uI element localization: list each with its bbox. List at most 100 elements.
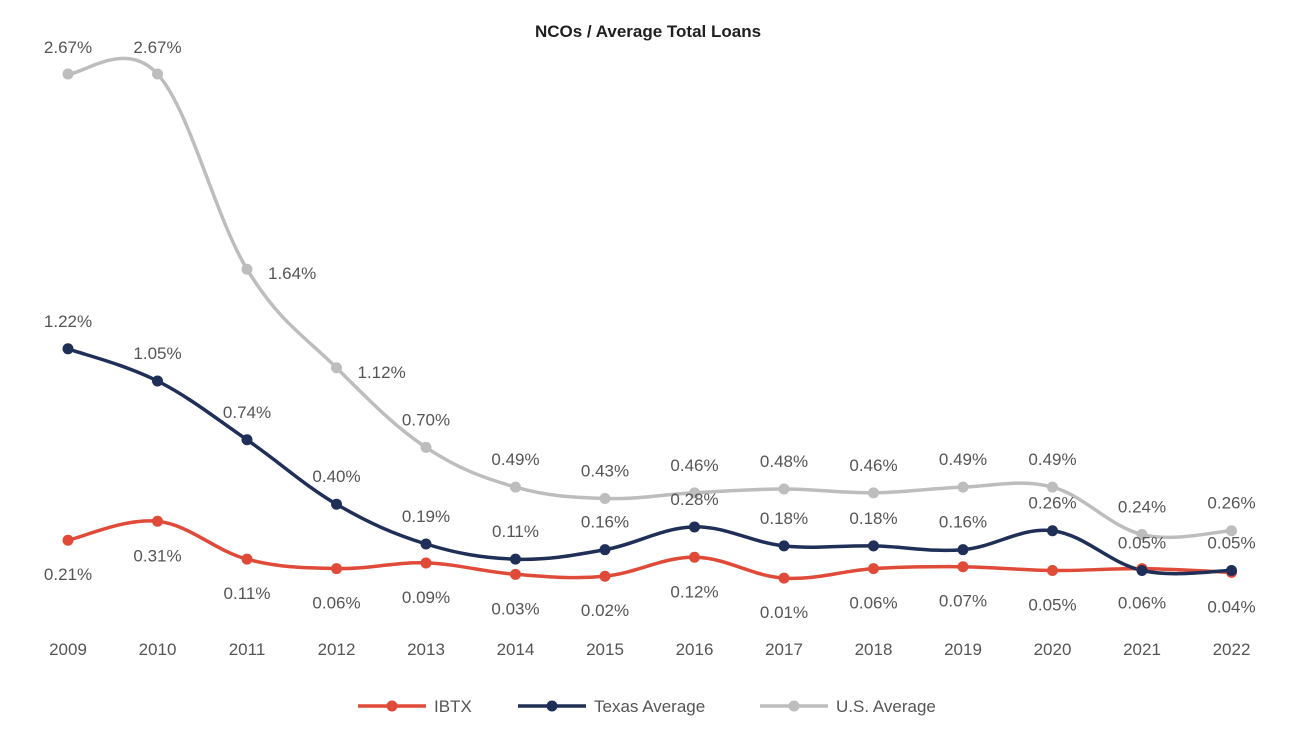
- data-point-us-average: [1047, 481, 1058, 493]
- data-label-texas-average: 0.16%: [939, 513, 987, 532]
- data-label-us-average: 1.12%: [358, 363, 406, 382]
- data-point-us-average: [957, 481, 969, 493]
- data-point-us-average: [599, 493, 611, 505]
- data-point-texas-average: [689, 521, 700, 533]
- data-point-ibtx: [957, 561, 969, 573]
- data-point-texas-average: [420, 538, 432, 550]
- data-label-ibtx: 0.09%: [402, 588, 450, 607]
- data-point-us-average: [1136, 529, 1148, 541]
- x-tick-label: 2019: [944, 640, 982, 659]
- data-label-ibtx: 0.31%: [133, 546, 181, 565]
- data-point-ibtx: [778, 572, 790, 584]
- data-point-texas-average: [599, 544, 611, 556]
- legend-swatch-marker-texas-average: [546, 700, 558, 712]
- data-point-ibtx: [510, 568, 521, 580]
- data-label-us-average: 0.49%: [939, 450, 987, 469]
- series-line-us-average: [66, 56, 1234, 540]
- data-label-ibtx: 0.06%: [312, 594, 360, 613]
- data-point-ibtx: [62, 534, 74, 546]
- data-label-us-average: 0.24%: [1118, 498, 1166, 517]
- data-point-texas-average: [510, 553, 521, 565]
- data-label-us-average: 0.43%: [581, 462, 629, 481]
- x-tick-label: 2014: [497, 640, 535, 659]
- data-point-us-average: [331, 362, 342, 374]
- x-tick-label: 2021: [1123, 640, 1161, 659]
- data-point-us-average: [778, 483, 790, 495]
- data-label-ibtx: 0.11%: [224, 584, 271, 603]
- data-label-us-average: 2.67%: [44, 38, 92, 57]
- data-label-texas-average: 0.11%: [492, 522, 539, 541]
- data-label-ibtx: 0.06%: [1118, 594, 1166, 613]
- data-label-texas-average: 0.05%: [1207, 534, 1255, 553]
- data-point-texas-average: [868, 540, 879, 552]
- data-point-us-average: [152, 68, 163, 80]
- data-labels: 0.21% 0.31% 0.11% 0.06% 0.09% 0.03% 0.02% 0.12%…: [44, 38, 1256, 622]
- data-label-texas-average: 1.22%: [44, 312, 92, 331]
- data-point-ibtx: [868, 563, 879, 575]
- data-point-ibtx: [599, 570, 611, 582]
- data-label-ibtx: 0.02%: [581, 601, 629, 620]
- data-label-us-average: 0.46%: [849, 456, 897, 475]
- data-point-texas-average: [1226, 565, 1237, 577]
- data-point-texas-average: [957, 544, 969, 556]
- data-label-texas-average: 0.16%: [581, 513, 629, 532]
- data-point-ibtx: [331, 563, 342, 575]
- data-label-us-average: 1.64%: [268, 264, 316, 283]
- data-label-us-average: 0.70%: [402, 410, 450, 429]
- data-point-texas-average: [152, 375, 163, 387]
- data-label-texas-average: 0.18%: [849, 509, 897, 528]
- chart-title: NCOs / Average Total Loans: [535, 22, 761, 41]
- data-label-ibtx: 0.04%: [1207, 597, 1255, 616]
- data-label-texas-average: 0.26%: [1028, 494, 1076, 513]
- x-axis: 2009 2010 2011 2012 2013 2014 2015 2016 2017 2018…: [49, 640, 1250, 659]
- data-point-us-average: [1226, 525, 1237, 537]
- data-label-us-average: 0.46%: [670, 456, 718, 475]
- data-point-texas-average: [1136, 565, 1148, 577]
- data-point-ibtx: [1047, 565, 1058, 577]
- data-point-us-average: [241, 263, 253, 275]
- x-tick-label: 2017: [765, 640, 803, 659]
- legend: IBTX Texas Average U.S. Average: [358, 697, 936, 716]
- data-label-texas-average: 0.28%: [670, 490, 718, 509]
- x-tick-label: 2022: [1213, 640, 1251, 659]
- data-label-texas-average: 0.18%: [760, 509, 808, 528]
- x-tick-label: 2018: [855, 640, 893, 659]
- data-point-texas-average: [1047, 525, 1058, 537]
- data-point-us-average: [689, 487, 700, 499]
- legend-label-ibtx: IBTX: [434, 697, 472, 716]
- data-label-us-average: 0.49%: [491, 450, 539, 469]
- data-point-ibtx: [689, 551, 700, 563]
- data-point-us-average: [510, 481, 521, 493]
- x-tick-label: 2016: [676, 640, 714, 659]
- data-label-us-average: 0.49%: [1028, 450, 1076, 469]
- legend-swatch-marker-ibtx: [386, 700, 398, 712]
- x-tick-label: 2013: [407, 640, 445, 659]
- data-label-texas-average: 1.05%: [133, 344, 181, 363]
- data-label-texas-average: 0.40%: [312, 467, 360, 486]
- x-tick-label: 2010: [139, 640, 177, 659]
- data-label-ibtx: 0.07%: [939, 592, 987, 611]
- x-tick-label: 2020: [1034, 640, 1072, 659]
- data-point-us-average: [420, 441, 432, 453]
- data-label-ibtx: 0.06%: [849, 594, 897, 613]
- data-point-us-average: [62, 68, 74, 80]
- legend-label-texas-average: Texas Average: [594, 697, 705, 716]
- data-label-texas-average: 0.05%: [1118, 534, 1166, 553]
- x-tick-label: 2011: [229, 640, 266, 659]
- data-label-ibtx: 0.12%: [670, 582, 718, 601]
- x-tick-label: 2009: [49, 640, 87, 659]
- data-label-us-average: 2.67%: [133, 38, 181, 57]
- data-point-texas-average: [62, 343, 74, 355]
- data-label-texas-average: 0.19%: [402, 507, 450, 526]
- data-label-ibtx: 0.01%: [760, 603, 808, 622]
- data-label-us-average: 0.26%: [1207, 494, 1255, 513]
- data-label-ibtx: 0.05%: [1028, 596, 1076, 615]
- data-point-ibtx: [420, 557, 432, 569]
- data-point-ibtx: [241, 553, 253, 565]
- data-point-texas-average: [241, 434, 253, 446]
- data-label-ibtx: 0.21%: [44, 565, 92, 584]
- legend-label-us-average: U.S. Average: [836, 697, 936, 716]
- x-tick-label: 2015: [586, 640, 624, 659]
- data-label-ibtx: 0.03%: [491, 599, 539, 618]
